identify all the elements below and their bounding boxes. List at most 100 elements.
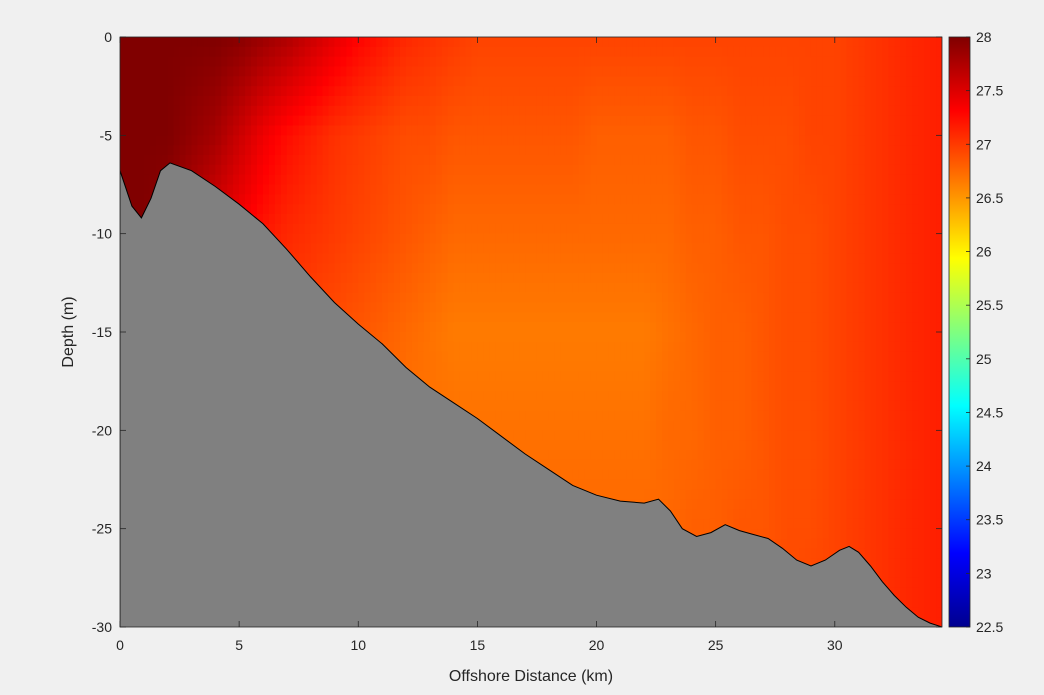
- heatmap-cell: [352, 164, 359, 176]
- heatmap-cell: [602, 243, 610, 254]
- heatmap-cell: [483, 164, 490, 176]
- heatmap-cell: [328, 292, 336, 304]
- heatmap-cell: [125, 105, 133, 117]
- heatmap-cell: [179, 76, 187, 87]
- heatmap-cell: [536, 351, 544, 363]
- heatmap-cell: [542, 155, 550, 166]
- heatmap-cell: [251, 46, 258, 58]
- heatmap-cell: [370, 56, 377, 68]
- heatmap-cell: [251, 115, 258, 127]
- heatmap-cell: [382, 263, 389, 274]
- heatmap-cell: [483, 86, 490, 97]
- heatmap-cell: [346, 243, 353, 254]
- heatmap-cell: [120, 125, 127, 136]
- heatmap-cell: [459, 263, 467, 274]
- heatmap-cell: [274, 223, 282, 235]
- heatmap-cell: [149, 184, 157, 195]
- heatmap-cell: [221, 145, 228, 156]
- heatmap-cell: [328, 125, 336, 136]
- heatmap-cell: [471, 37, 478, 48]
- heatmap-cell: [596, 400, 604, 412]
- heatmap-cell: [531, 440, 538, 451]
- heatmap-cell: [531, 400, 538, 412]
- heatmap-cell: [489, 400, 496, 412]
- heatmap-cell: [155, 125, 163, 136]
- heatmap-cell: [286, 125, 294, 136]
- heatmap-cell: [614, 125, 621, 136]
- heatmap-cell: [131, 125, 139, 136]
- heatmap-cell: [125, 76, 133, 87]
- heatmap-cell: [483, 371, 490, 382]
- heatmap-cell: [596, 184, 604, 195]
- heatmap-cell: [578, 361, 586, 372]
- heatmap-cell: [245, 145, 252, 156]
- heatmap-cell: [548, 341, 556, 353]
- heatmap-cell: [477, 322, 484, 333]
- heatmap-cell: [489, 233, 496, 245]
- heatmap-cell: [525, 37, 532, 48]
- heatmap-cell: [602, 204, 610, 215]
- heatmap-cell: [245, 105, 252, 117]
- heatmap-cell: [560, 46, 568, 58]
- heatmap-cell: [513, 174, 520, 186]
- heatmap-cell: [173, 66, 181, 77]
- heatmap-cell: [173, 125, 181, 136]
- heatmap-cell: [274, 86, 282, 97]
- heatmap-cell: [459, 302, 467, 313]
- heatmap-cell: [435, 145, 443, 156]
- heatmap-cell: [453, 273, 461, 284]
- heatmap-cell: [376, 263, 383, 274]
- heatmap-cell: [298, 135, 306, 146]
- heatmap-cell: [417, 135, 425, 146]
- heatmap-cell: [167, 76, 175, 87]
- heatmap-cell: [578, 273, 586, 284]
- heatmap-cell: [578, 223, 586, 235]
- heatmap-cell: [268, 105, 276, 117]
- heatmap-cell: [280, 46, 288, 58]
- heatmap-cell: [548, 273, 556, 284]
- heatmap-cell: [477, 125, 484, 136]
- heatmap-cell: [137, 115, 145, 127]
- heatmap-cell: [459, 155, 467, 166]
- heatmap-cell: [531, 115, 538, 127]
- heatmap-cell: [554, 351, 562, 363]
- heatmap-cell: [239, 155, 246, 166]
- heatmap-cell: [465, 282, 473, 294]
- heatmap-cell: [531, 96, 538, 107]
- heatmap-cell: [417, 115, 425, 127]
- heatmap-cell: [304, 204, 312, 215]
- heatmap-cell: [584, 420, 592, 431]
- heatmap-cell: [292, 174, 300, 186]
- heatmap-cell: [221, 155, 228, 166]
- heatmap-cell: [131, 155, 139, 166]
- heatmap-cell: [602, 381, 610, 392]
- heatmap-cell: [560, 184, 568, 195]
- heatmap-cell: [161, 56, 169, 68]
- heatmap-cell: [417, 292, 425, 304]
- heatmap-cell: [120, 115, 127, 127]
- heatmap-cell: [495, 76, 502, 87]
- heatmap-cell: [334, 174, 341, 186]
- heatmap-cell: [584, 341, 592, 353]
- heatmap-cell: [346, 194, 353, 205]
- heatmap-cell: [137, 155, 145, 166]
- heatmap-cell: [340, 273, 347, 284]
- heatmap-cell: [310, 233, 318, 245]
- heatmap-cell: [596, 459, 604, 471]
- heatmap-cell: [536, 56, 544, 68]
- heatmap-cell: [429, 223, 437, 235]
- heatmap-cell: [292, 135, 300, 146]
- heatmap-cell: [590, 341, 598, 353]
- heatmap-cell: [262, 194, 270, 205]
- heatmap-cell: [185, 76, 193, 87]
- heatmap-cell: [566, 459, 574, 471]
- heatmap-cell: [459, 332, 467, 343]
- heatmap-cell: [358, 292, 365, 304]
- heatmap-cell: [405, 155, 413, 166]
- heatmap-cell: [554, 37, 562, 48]
- heatmap-cell: [251, 184, 258, 195]
- heatmap-cell: [483, 332, 490, 343]
- heatmap-cell: [608, 332, 615, 343]
- heatmap-cell: [441, 214, 449, 225]
- heatmap-cell: [560, 214, 568, 225]
